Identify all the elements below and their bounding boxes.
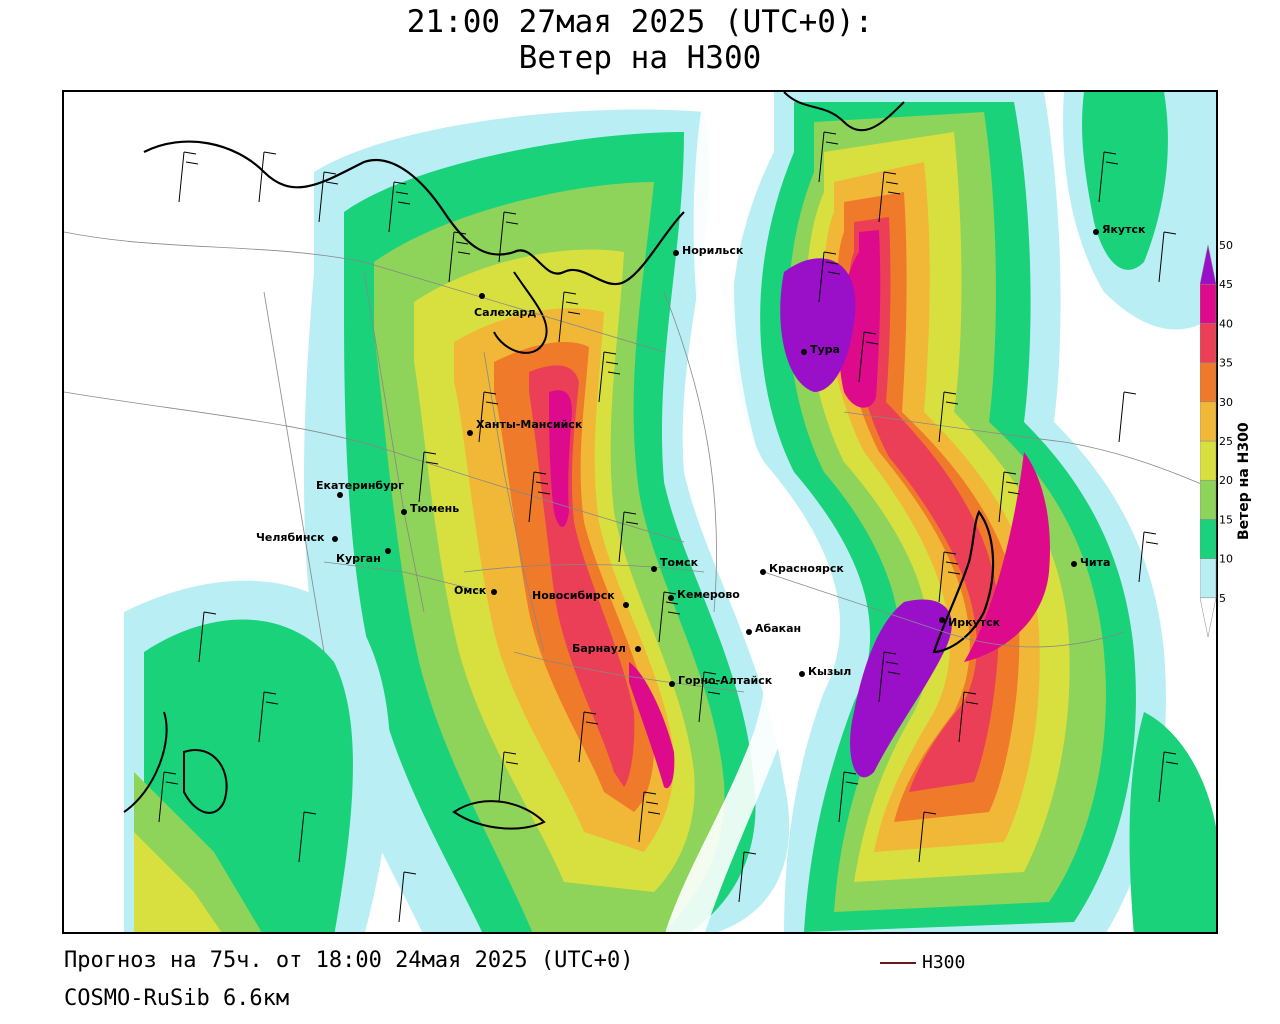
city-tyumen: Тюмень: [401, 502, 459, 515]
wind-band-red-east: [848, 217, 1000, 792]
colorbar-swatch: [1200, 519, 1217, 559]
city-norilsk: Норильск: [673, 244, 744, 257]
colorbar: 5 10 15 20 25 30 35 40 45 50: [1200, 239, 1233, 638]
colorbar-tick-label: 15: [1219, 513, 1233, 526]
svg-text:Омск: Омск: [454, 584, 487, 597]
city-novosibirsk: Новосибирск: [532, 589, 629, 608]
wind-core-magenta-east-2: [964, 452, 1050, 662]
colorbar-swatch: [1200, 323, 1217, 363]
title-time: 21:00 27мая 2025 (UTC+0):: [406, 4, 874, 40]
svg-text:Салехард: Салехард: [474, 306, 536, 319]
title-field: Ветер на H300: [518, 40, 762, 76]
colorbar-swatch: [1200, 597, 1217, 638]
city-abakan: Абакан: [746, 622, 801, 635]
contour-legend: H300: [880, 952, 965, 973]
city-salekhard: Салехард: [474, 293, 536, 319]
legend-label: H300: [922, 952, 966, 973]
wind-band-green-se: [1129, 712, 1216, 932]
city-barnaul: Барнаул: [572, 642, 641, 655]
svg-text:Тюмень: Тюмень: [410, 502, 459, 515]
colorbar-swatch: [1200, 401, 1217, 442]
city-chita: Чита: [1071, 556, 1110, 569]
coastline-caspian: [123, 711, 168, 813]
wind-field-svg: Якутск Норильск Салехард Тура Ханты-Манс…: [64, 92, 1216, 932]
colorbar-title: Ветер на H300: [1236, 422, 1252, 540]
calm-corridor: [665, 92, 806, 932]
colorbar-tick-label: 10: [1219, 553, 1233, 566]
city-khanty-mansiysk: Ханты-Мансийск: [467, 418, 583, 436]
balkhash-lake: [452, 800, 546, 830]
colorbar-tick-label: 45: [1219, 278, 1233, 291]
colorbar-swatch: [1200, 244, 1217, 285]
wind-core-magenta-2: [629, 662, 675, 789]
model-name: COSMO-RuSib 6.6км: [64, 986, 290, 1011]
colorbar-tick-label: 25: [1219, 435, 1233, 448]
svg-text:Кемерово: Кемерово: [677, 588, 740, 601]
wind-band-yellow-sw: [134, 832, 222, 932]
city-tomsk: Томск: [651, 556, 699, 572]
svg-text:Абакан: Абакан: [755, 622, 801, 635]
wind-core-magenta-1: [549, 390, 572, 527]
svg-text:Ханты-Мансийск: Ханты-Мансийск: [476, 418, 583, 431]
baikal-lake: [932, 509, 995, 654]
svg-text:Чита: Чита: [1080, 556, 1110, 569]
coastline-taimyr: [783, 92, 905, 132]
colorbar-swatch: [1200, 479, 1217, 520]
colorbar-tick-label: 40: [1219, 317, 1233, 330]
wind-core-purple-east-2: [850, 599, 952, 778]
svg-text:Курган: Курган: [336, 552, 381, 565]
colorbar-swatch: [1200, 440, 1217, 481]
wind-band-green-fareast: [1082, 92, 1168, 270]
legend-line-swatch: [880, 961, 916, 964]
svg-text:Якутск: Якутск: [1102, 223, 1146, 236]
aral-sea: [183, 749, 228, 814]
city-yekaterinburg: Екатеринбург: [316, 479, 404, 498]
svg-text:Кызыл: Кызыл: [808, 665, 851, 678]
svg-text:Томск: Томск: [660, 556, 699, 569]
svg-text:Барнаул: Барнаул: [572, 642, 626, 655]
svg-text:Иркутск: Иркутск: [948, 616, 1001, 629]
svg-text:Новосибирск: Новосибирск: [532, 589, 615, 602]
colorbar-swatch: [1200, 283, 1217, 324]
city-yakutsk: Якутск: [1093, 223, 1146, 236]
colorbar-tick-label: 30: [1219, 396, 1233, 409]
wind-barbs: [158, 131, 1179, 923]
city-kyzyl: Кызыл: [799, 665, 851, 678]
city-irkutsk: Иркутск: [939, 616, 1001, 629]
city-tura: Тура: [801, 343, 840, 356]
colorbar-labels: 5 10 15 20 25 30 35 40 45 50: [1219, 239, 1233, 605]
city-krasnoyarsk: Красноярск: [760, 562, 844, 575]
svg-text:Норильск: Норильск: [682, 244, 744, 257]
colorbar-tick-label: 50: [1219, 239, 1233, 252]
colorbar-tick-label: 35: [1219, 357, 1233, 370]
svg-text:Екатеринбург: Екатеринбург: [316, 479, 404, 492]
forecast-info: Прогноз на 75ч. от 18:00 24мая 2025 (UTC…: [64, 948, 634, 973]
colorbar-tick-label: 5: [1219, 592, 1226, 605]
map-panel: Якутск Норильск Салехард Тура Ханты-Манс…: [62, 90, 1218, 934]
wind-core-magenta-east-1: [839, 230, 881, 408]
colorbar-swatch: [1200, 558, 1217, 599]
svg-text:Тура: Тура: [810, 343, 840, 356]
admin-borders: [64, 231, 1216, 693]
colorbar-swatch: [1200, 362, 1217, 403]
svg-text:Красноярск: Красноярск: [769, 562, 844, 575]
svg-text:Горно-Алтайск: Горно-Алтайск: [678, 674, 773, 687]
colorbar-swatches: [1200, 244, 1217, 638]
city-kurgan: Курган: [336, 548, 391, 565]
city-omsk: Омск: [454, 584, 497, 597]
city-chelyabinsk: Челябинск: [256, 531, 338, 544]
coastline-arctic: [143, 140, 685, 286]
wind-core-purple-east-1: [780, 258, 856, 392]
colorbar-tick-label: 20: [1219, 474, 1233, 487]
city-gorno-altaysk: Горно-Алтайск: [669, 674, 773, 687]
svg-text:Челябинск: Челябинск: [256, 531, 325, 544]
city-kemerovo: Кемерово: [668, 588, 740, 601]
coastline-yamal: [493, 271, 548, 354]
